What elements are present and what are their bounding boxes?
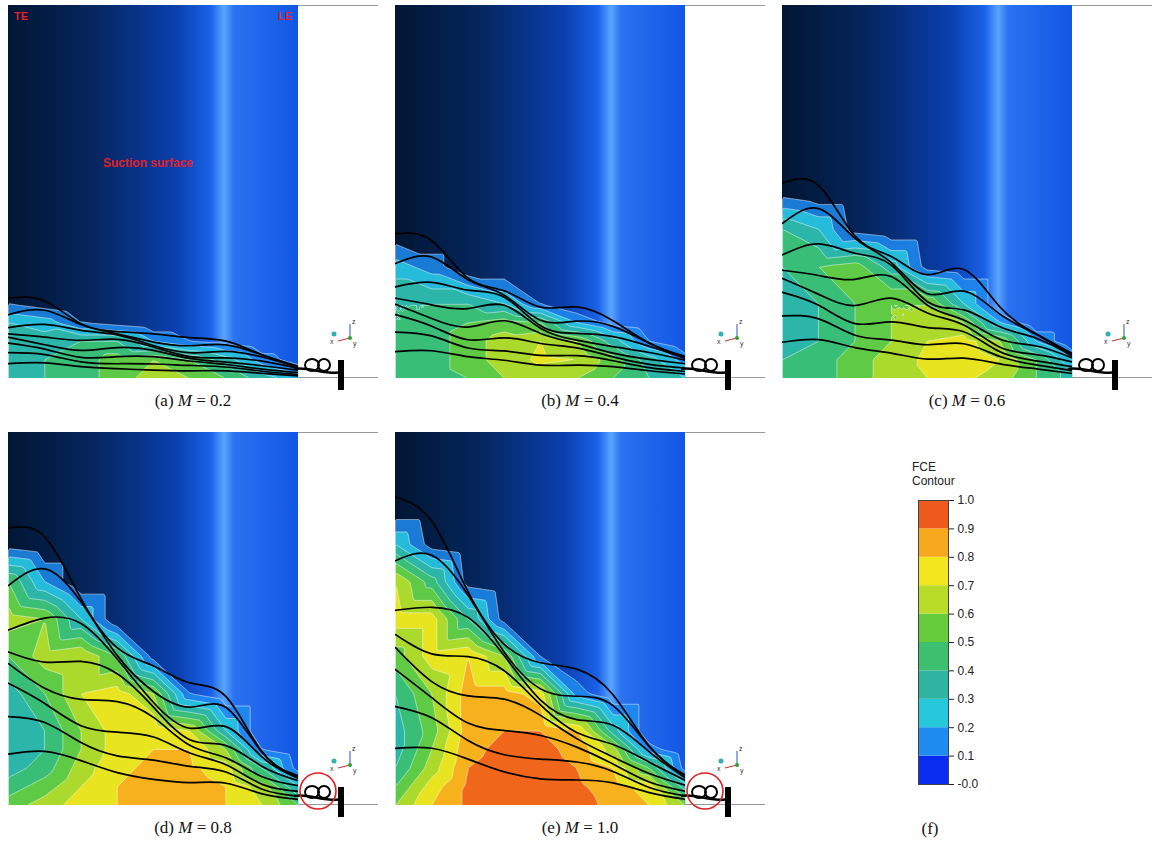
svg-text:z: z — [739, 745, 743, 752]
svg-text:y: y — [353, 767, 357, 775]
html-text:FCE: FCE — [912, 460, 936, 474]
svg-text:0.8: 0.8 — [958, 550, 975, 564]
html-text:(d) M = 0.8: (d) M = 0.8 — [154, 818, 232, 837]
svg-text:x: x — [330, 765, 334, 772]
svg-text:TE: TE — [14, 10, 28, 22]
svg-text:y: y — [1127, 340, 1131, 348]
svg-text:0.5: 0.5 — [958, 635, 975, 649]
html-text:Contour: Contour — [912, 474, 955, 488]
svg-text:1.0: 1.0 — [958, 493, 975, 507]
svg-text:0.6: 0.6 — [958, 607, 975, 621]
svg-text:x: x — [717, 765, 721, 772]
svg-text:0.4: 0.4 — [958, 664, 975, 678]
html-text:(b) M = 0.4: (b) M = 0.4 — [541, 391, 619, 410]
svg-text:0.2: 0.2 — [958, 721, 975, 735]
svg-text:-0.0: -0.0 — [958, 777, 979, 791]
svg-text:y: y — [353, 340, 357, 348]
svg-text:0.3: 0.3 — [958, 692, 975, 706]
html-text:(c) M = 0.6: (c) M = 0.6 — [928, 391, 1006, 410]
svg-text:0.9: 0.9 — [958, 522, 975, 536]
svg-text:x: x — [330, 338, 334, 345]
svg-text:x: x — [717, 338, 721, 345]
svg-text:x: x — [1104, 338, 1108, 345]
svg-text:y: y — [740, 767, 744, 775]
svg-text:z: z — [352, 318, 356, 325]
html-text:(a) M = 0.2: (a) M = 0.2 — [154, 391, 232, 410]
svg-text:0.7: 0.7 — [958, 579, 975, 593]
svg-text:Suction surface: Suction surface — [103, 156, 193, 170]
svg-text:y: y — [740, 340, 744, 348]
svg-text:z: z — [1126, 318, 1130, 325]
svg-text:LE: LE — [278, 10, 292, 22]
html-text:(f): (f) — [921, 819, 939, 838]
svg-text:z: z — [739, 318, 743, 325]
html-text:(e) M = 1.0: (e) M = 1.0 — [541, 818, 619, 837]
svg-text:z: z — [352, 745, 356, 752]
svg-text:0.1: 0.1 — [958, 749, 975, 763]
